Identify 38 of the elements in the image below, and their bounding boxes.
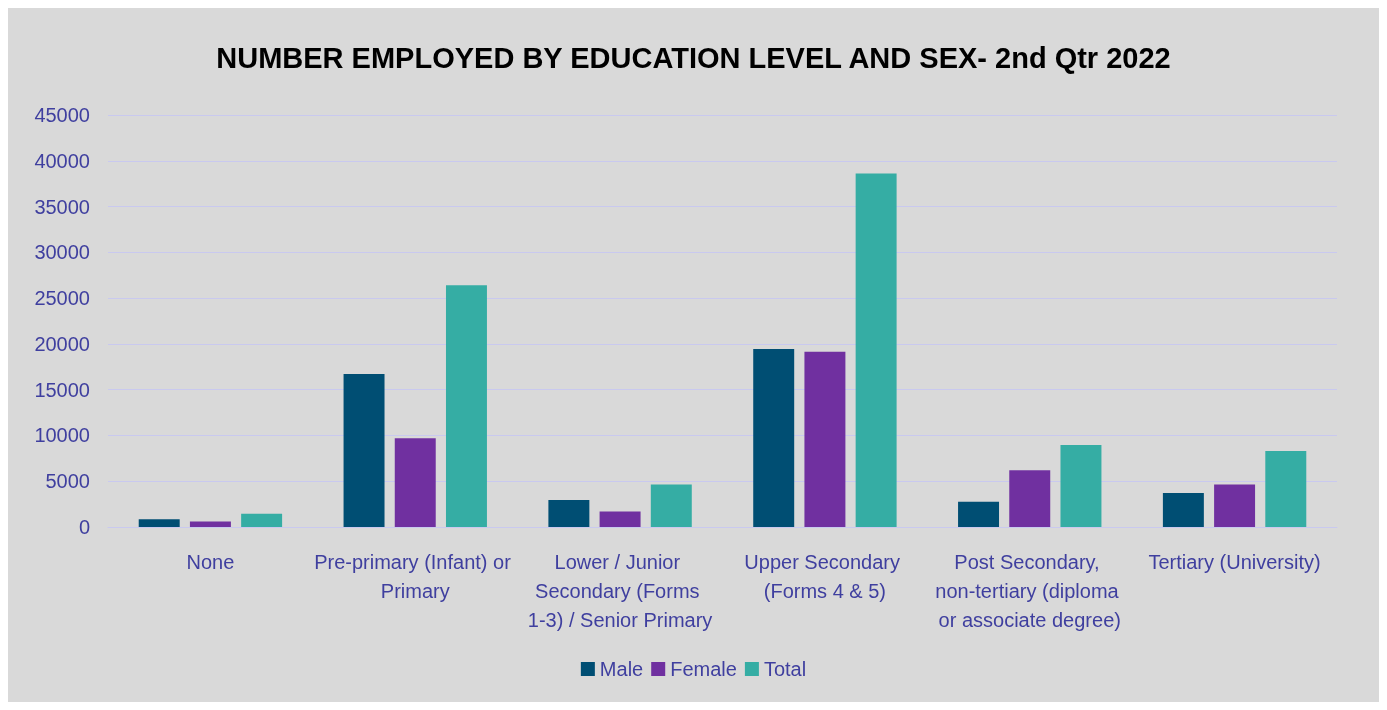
bar	[1060, 445, 1102, 527]
bar	[343, 374, 385, 527]
y-tick-label: 0	[78, 516, 90, 538]
y-tick-label: 5000	[45, 470, 90, 493]
x-tick-label: Lower / Junior Secondary (Forms 1-3) / Senior Primary	[527, 550, 713, 631]
y-tick-label: 10000	[34, 424, 90, 447]
bar	[1009, 470, 1051, 527]
bar	[855, 173, 897, 527]
x-tick-label: None	[186, 550, 235, 573]
bar	[189, 521, 231, 527]
y-tick-label: 20000	[34, 332, 90, 355]
bar	[599, 511, 641, 527]
y-tick-label: 30000	[34, 241, 90, 264]
x-tick-label: Pre-primary (Infant) or Primary	[314, 550, 517, 602]
y-tick-label: 35000	[34, 195, 90, 218]
bar	[445, 285, 487, 527]
bar	[1265, 451, 1307, 527]
bar	[650, 484, 692, 527]
legend-label: Total	[763, 658, 807, 680]
bar	[1214, 484, 1256, 527]
y-tick-label: 40000	[34, 149, 90, 172]
bar	[394, 438, 436, 527]
bar	[138, 519, 180, 527]
bar	[753, 348, 795, 527]
bar	[958, 501, 1000, 527]
x-tick-label: Post Secondary, non-tertiary (diploma or associate degree)	[935, 550, 1125, 631]
y-tick-label: 45000	[34, 104, 90, 126]
bar	[1162, 493, 1204, 527]
chart-title: NUMBER EMPLOYED BY EDUCATION LEVEL AND SEX- 2nd Qtr 2022	[216, 41, 1171, 74]
legend-label: Female	[670, 658, 737, 680]
y-tick-label: 25000	[34, 287, 90, 310]
bar	[548, 499, 590, 527]
y-tick-label: 15000	[34, 378, 90, 401]
legend-label: Male	[599, 658, 644, 680]
x-tick-label: Tertiary (University)	[1148, 550, 1321, 573]
bar	[241, 513, 283, 527]
bar	[804, 351, 846, 527]
x-tick-label: Upper Secondary (Forms 4 & 5)	[744, 550, 906, 602]
